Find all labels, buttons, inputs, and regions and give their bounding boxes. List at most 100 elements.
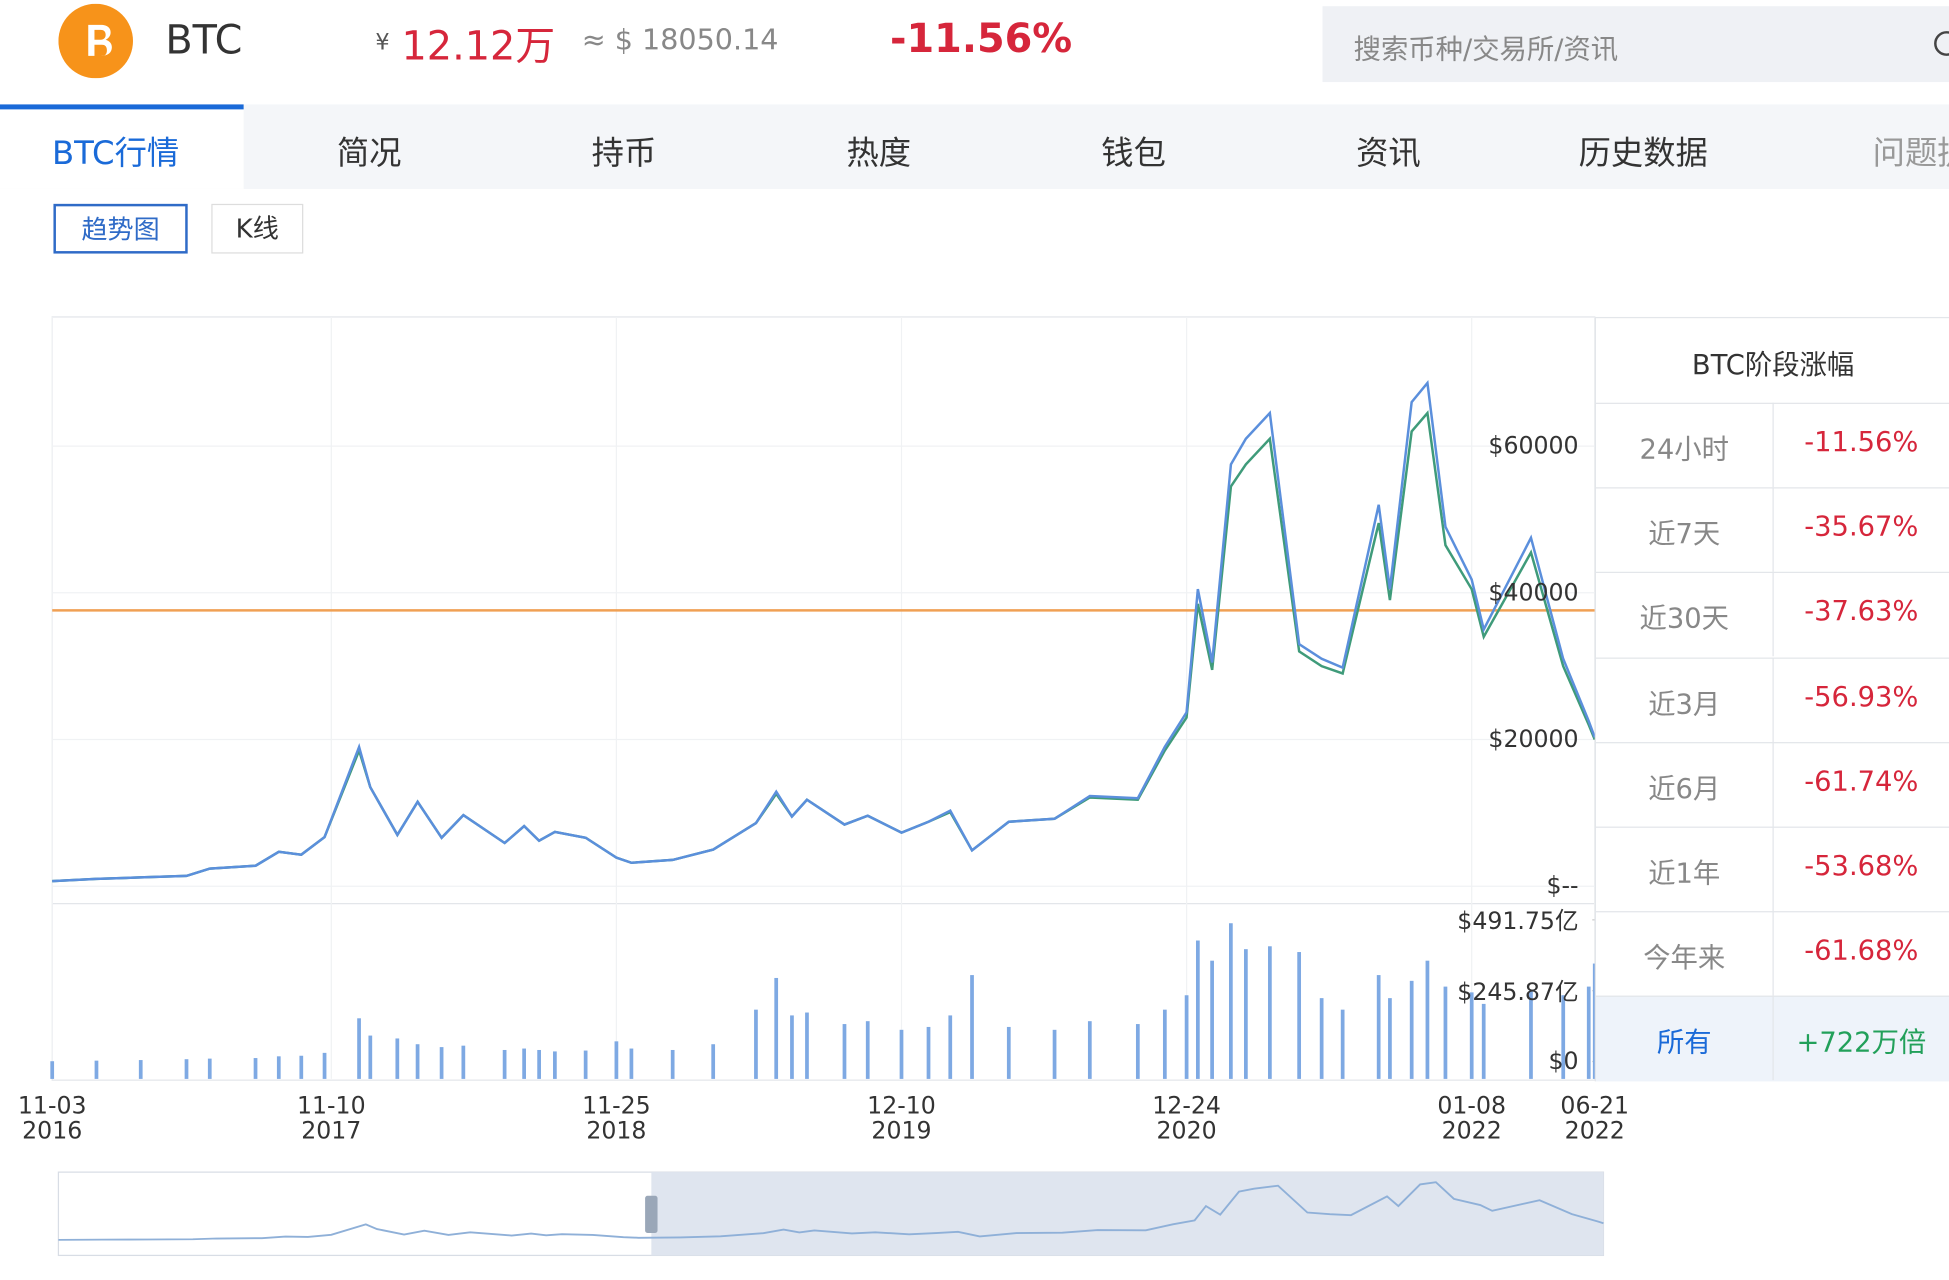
tab[interactable]: 问题提 — [1872, 135, 1949, 173]
volume-bar — [1586, 986, 1591, 1079]
btc-logo — [58, 3, 133, 79]
stats-table: BTC阶段涨幅 24小时 -11.56% 近7天 -35.67% 近30天 -37.63% 近… — [1594, 316, 1949, 1082]
y-tick-label: $-- — [1546, 872, 1579, 900]
y-tick-label: $20000 — [1488, 725, 1579, 754]
x-tick-label: 12-24 2020 — [1152, 1092, 1221, 1145]
x-tick-label: 11-10 2017 — [296, 1092, 366, 1145]
volume-bar — [299, 1055, 304, 1079]
navigator-handle[interactable] — [645, 1195, 658, 1234]
tab[interactable]: 钱包 — [1101, 135, 1166, 173]
volume-bar — [1388, 998, 1392, 1079]
period-change: -61.74% — [1804, 766, 1919, 798]
volume-bar — [790, 1015, 794, 1079]
tab[interactable]: 持币 — [591, 135, 657, 173]
y2-tick-label: $245.87亿 — [1457, 978, 1579, 1007]
tab[interactable]: BTC行情 — [51, 135, 180, 173]
volume-bar — [1529, 989, 1533, 1079]
volume-bar — [50, 1061, 55, 1079]
button-group: 趋势图 K线 — [0, 203, 373, 256]
volume-bar — [614, 1041, 619, 1079]
x-tick-label: 11-03 2016 — [17, 1092, 87, 1145]
period-label: 近30天 — [1639, 604, 1729, 636]
volume-bar — [184, 1059, 189, 1079]
volume-bar — [357, 1018, 361, 1079]
volume-bar — [805, 1012, 809, 1079]
price-line — [52, 379, 1596, 883]
volume-bar — [1052, 1029, 1057, 1079]
x-tick-label: 11-25 2018 — [582, 1092, 651, 1145]
period-label: 24小时 — [1639, 435, 1729, 467]
volume-bar — [415, 1044, 420, 1079]
x-tick-label: 12-10 2019 — [867, 1092, 936, 1145]
period-change: -35.67% — [1804, 512, 1919, 544]
volume-bar — [1319, 998, 1324, 1079]
stats-divider — [1772, 996, 1774, 1081]
volume-bar — [842, 1024, 847, 1079]
volume-bar — [138, 1060, 143, 1079]
coin-symbol: BTC — [165, 16, 243, 64]
change: -11.56% — [889, 14, 1073, 63]
volume-bar — [322, 1052, 327, 1079]
y2-tick-label: $0 — [1548, 1047, 1579, 1076]
volume-bar — [774, 977, 779, 1079]
volume-bar — [1481, 1003, 1486, 1079]
tab[interactable]: 资讯 — [1356, 135, 1421, 173]
plot-frame — [51, 316, 1596, 1081]
period-label: 近3月 — [1648, 689, 1721, 721]
period-label: 近7天 — [1648, 519, 1721, 551]
volume-bar — [522, 1048, 526, 1079]
period-label: 近6月 — [1648, 774, 1721, 806]
stats-divider — [1772, 741, 1774, 827]
volume-bar — [1210, 960, 1214, 1079]
search-icon[interactable] — [1929, 29, 1949, 61]
volume-bar — [1229, 923, 1233, 1079]
volume-bar — [553, 1051, 557, 1079]
volume-bar — [439, 1047, 444, 1079]
volume-bar — [970, 975, 974, 1079]
x-tick-label: 01-08 2022 — [1437, 1092, 1507, 1145]
tab[interactable]: 历史数据 — [1578, 135, 1708, 173]
volume-bar — [207, 1058, 212, 1079]
navigator-line — [58, 1181, 1604, 1241]
volume-bar — [94, 1060, 99, 1079]
price-usd: ≈ $ 18050.14 — [581, 24, 779, 58]
period-change: +722万倍 — [1796, 1028, 1927, 1060]
volume-bar — [502, 1049, 507, 1079]
stats-divider — [1772, 572, 1774, 657]
volume-bar — [1006, 1026, 1011, 1079]
volume-bar — [461, 1045, 466, 1079]
stats-title: BTC阶段涨幅 — [1691, 350, 1855, 382]
volume-bar — [1469, 992, 1474, 1079]
volume-bar — [1443, 986, 1448, 1079]
volume-bar — [629, 1048, 634, 1079]
volume-bar — [1376, 975, 1381, 1079]
view-button[interactable]: 趋势图 — [53, 203, 188, 254]
volume-bar — [1184, 995, 1189, 1079]
volume-bar — [253, 1058, 258, 1079]
period-label: 近1年 — [1648, 858, 1721, 890]
volume-bar — [1409, 980, 1414, 1079]
volume-bar — [1135, 1024, 1140, 1079]
volume-bar — [1340, 1009, 1345, 1079]
x-tick-label: 06-21 2022 — [1560, 1092, 1630, 1145]
period-change: -53.68% — [1804, 851, 1919, 883]
search-box[interactable]: 搜索币种/交易所/资讯 — [1322, 6, 1949, 83]
tab[interactable]: 简况 — [336, 135, 402, 173]
volume-bar — [754, 1009, 758, 1079]
volume-bar — [1195, 940, 1200, 1079]
period-change: -37.63% — [1804, 597, 1919, 629]
y-tick-label: $40000 — [1488, 579, 1579, 607]
active-tab — [0, 104, 244, 189]
view-button[interactable]: K线 — [211, 203, 304, 254]
search-placeholder: 搜索币种/交易所/资讯 — [1353, 34, 1619, 66]
volume-bar — [1425, 960, 1430, 1079]
stats-divider — [1772, 911, 1774, 996]
y-tick-label: $60000 — [1488, 432, 1579, 460]
tab[interactable]: 热度 — [846, 135, 912, 173]
stats-divider — [1772, 657, 1774, 742]
volume-bar — [368, 1035, 373, 1079]
volume-bar — [711, 1044, 716, 1079]
volume-bar — [926, 1026, 931, 1079]
